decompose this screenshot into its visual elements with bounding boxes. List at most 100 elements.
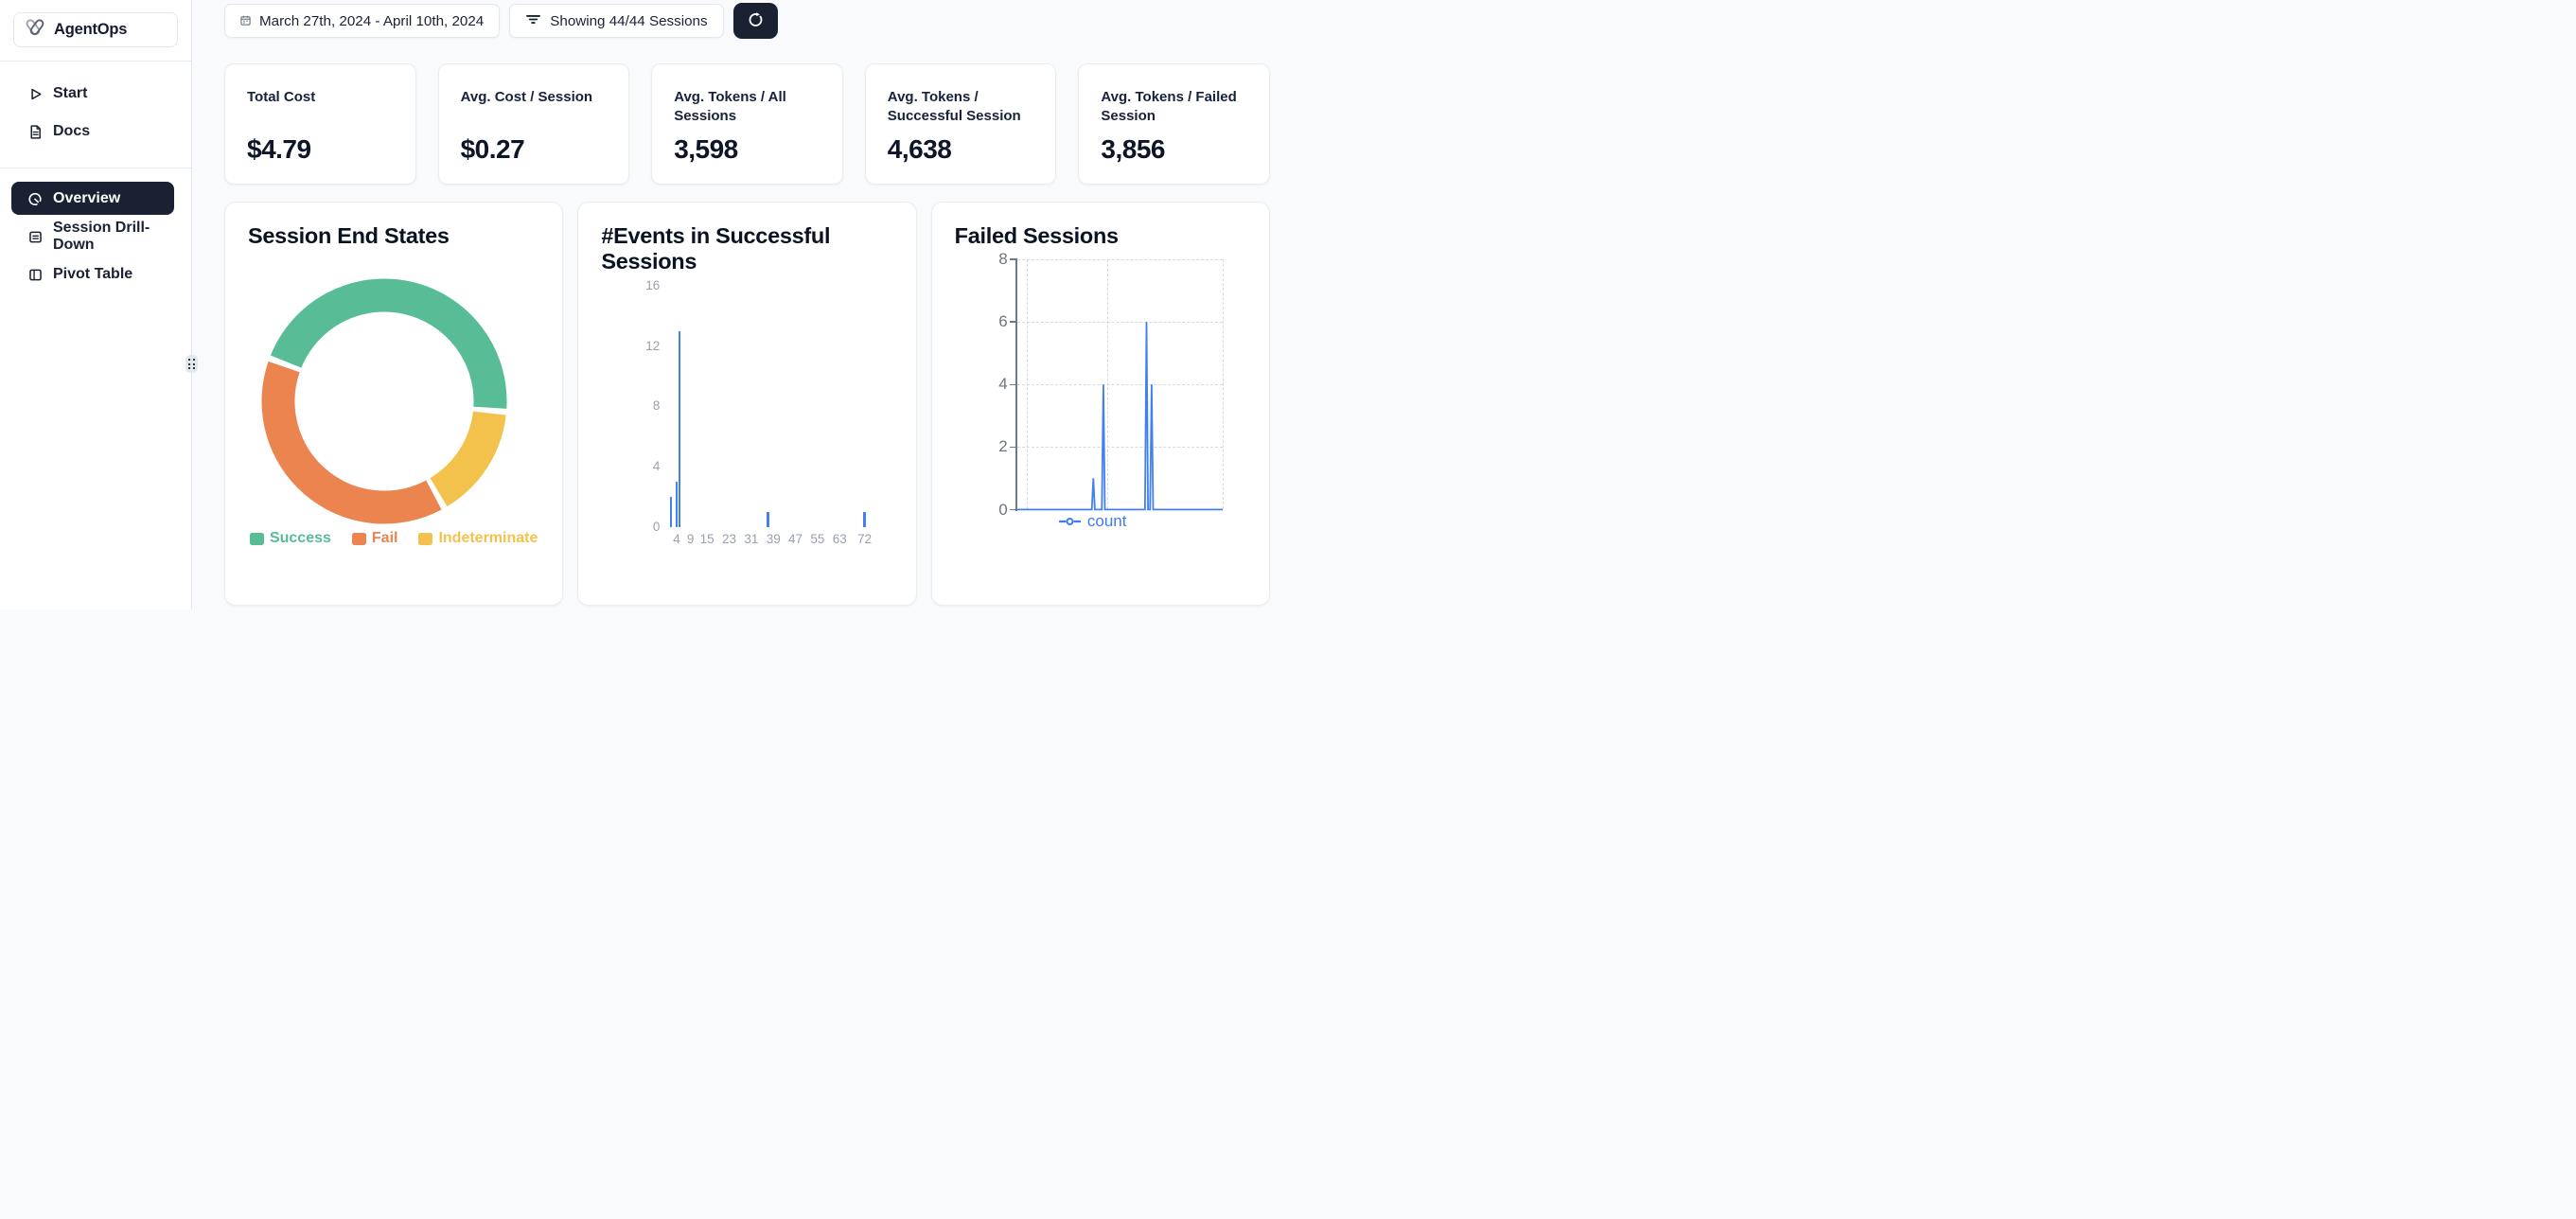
stat-value: 4,638 [887,134,952,164]
stat-card-avg-tokens-successful: Avg. Tokens / Successful Session 4,638 [864,63,1057,185]
legend-swatch [351,532,366,545]
stats-row: Total Cost $4.79 Avg. Cost / Session $0.… [224,63,1270,185]
brand-name: AgentOps [54,21,128,38]
document-icon [26,123,44,140]
sidebar-resize-handle[interactable] [185,355,198,373]
sidebar-item-label: Start [53,85,88,101]
stat-label: Avg. Tokens / All Sessions [674,89,786,124]
count-legend-label: count [1086,512,1127,530]
stat-label: Avg. Tokens / Failed Session [1101,89,1237,124]
sidebar-divider [0,61,191,62]
gridline-vertical [1026,259,1028,510]
x-axis-tick-label: 9 [686,532,695,546]
gridline-horizontal [1016,259,1223,261]
brand-button[interactable]: AgentOps [13,12,178,47]
y-axis-tick [1009,508,1016,511]
x-axis-tick-label: 55 [810,532,825,546]
failed-sessions-card: Failed Sessions 0 2 4 6 8 count [930,202,1270,606]
sessions-filter-label: Showing 44/44 Sessions [550,12,708,29]
legend-label: Indeterminate [438,530,538,546]
calendar-icon [240,13,251,29]
stat-card-total-cost: Total Cost $4.79 [224,63,416,185]
x-axis-tick-label: 4 [673,532,680,546]
count-legend[interactable]: count [951,512,1235,531]
legend-item-fail[interactable]: Fail [351,530,398,547]
filter-icon [525,12,541,30]
sidebar-item-pivot-table[interactable]: Pivot Table [11,261,174,288]
chart-title: Failed Sessions [954,223,1119,248]
date-range-picker[interactable]: March 27th, 2024 - April 10th, 2024 [224,4,501,38]
y-axis-tick-label: 4 [998,375,1008,394]
refresh-button[interactable] [732,3,778,39]
y-axis-tick-label: 2 [998,437,1008,456]
stat-card-avg-cost-session: Avg. Cost / Session $0.27 [437,63,630,185]
sidebar-item-label: Docs [53,123,91,139]
donut-legend: Success Fail Indeterminate [225,530,562,547]
topbar: March 27th, 2024 - April 10th, 2024 Show… [224,3,778,39]
sidebar-item-label: Pivot Table [53,266,133,282]
stat-card-avg-tokens-failed: Avg. Tokens / Failed Session 3,856 [1078,63,1270,185]
y-axis-tick [1009,258,1016,260]
legend-swatch [249,532,264,545]
gridline-vertical [1107,259,1109,510]
sidebar-item-label: Session Drill-Down [53,220,150,253]
date-range-label: March 27th, 2024 - April 10th, 2024 [259,12,485,29]
legend-label: Success [269,530,331,546]
y-axis-tick-label: 6 [998,312,1008,331]
stat-value: $0.27 [460,134,525,164]
gridline-horizontal [1016,384,1223,386]
play-icon [26,85,44,102]
y-axis-tick [1009,446,1016,449]
line-marker-icon [1058,512,1082,531]
sidebar-item-overview[interactable]: Overview [11,182,174,215]
events-histogram-card: #Events in Successful Sessions 0 4 8 12 16 4 9… [577,202,917,606]
sidebar-nav-top: Start Docs [0,80,191,145]
stat-value: 3,598 [674,134,738,164]
agentops-logo-icon [24,17,46,43]
failed-sessions-plot: 0 2 4 6 8 [932,203,1269,605]
drag-dots-icon [188,359,195,369]
app-root: AgentOps Start Docs [0,0,1288,610]
donut-segment-success [270,278,507,409]
legend-label: Fail [371,530,398,546]
x-axis-tick-label: 23 [721,532,736,546]
x-axis-tick-label: 31 [744,532,759,546]
sidebar-item-label: Overview [53,189,121,206]
gridline-vertical [1222,259,1224,510]
x-axis-tick-label: 47 [788,532,803,546]
donut-chart [261,278,507,524]
donut-segment-fail [261,361,442,524]
x-axis-tick-label: 63 [832,532,847,546]
sidebar-item-start[interactable]: Start [11,80,174,107]
y-axis-tick [1009,383,1016,386]
histogram-bar [669,497,673,527]
y-axis-tick-label: 0 [652,519,661,534]
sessions-filter-button[interactable]: Showing 44/44 Sessions [509,4,724,38]
refresh-icon [747,10,765,31]
gridline-horizontal [1016,322,1223,324]
y-axis-tick-label: 4 [652,458,661,473]
sidebar-nav-main: Overview Session Drill-Down [0,182,191,288]
gridline-horizontal [1016,447,1223,449]
events-histogram-plot: 0 4 8 12 16 4 9 15 23 31 39 47 55 63 72 [578,203,915,605]
histogram-bar [678,331,681,527]
y-axis-tick-label: 16 [645,278,661,293]
legend-item-indeterminate[interactable]: Indeterminate [418,530,538,547]
y-axis-tick-label: 8 [998,250,1008,269]
y-axis-tick-label: 12 [645,338,661,353]
chart-title: #Events in Successful Sessions [601,223,831,274]
stat-card-avg-tokens-all: Avg. Tokens / All Sessions 3,598 [651,63,843,185]
sidebar-item-docs[interactable]: Docs [11,118,174,145]
stat-label: Total Cost [247,89,316,105]
pivot-layout-icon [26,266,44,283]
session-end-states-card: Session End States Success Fail Indetermin… [224,202,564,606]
sidebar-item-session-drill-down[interactable]: Session Drill-Down [11,220,174,253]
stat-label: Avg. Cost / Session [460,89,593,105]
stat-value: $4.79 [247,134,311,164]
y-axis-tick-label: 0 [998,500,1008,519]
main-content: March 27th, 2024 - April 10th, 2024 Show… [193,0,1288,610]
legend-item-success[interactable]: Success [249,530,331,547]
y-axis-tick [1009,321,1016,323]
stat-value: 3,856 [1101,134,1165,164]
x-axis-tick-label: 39 [766,532,781,546]
